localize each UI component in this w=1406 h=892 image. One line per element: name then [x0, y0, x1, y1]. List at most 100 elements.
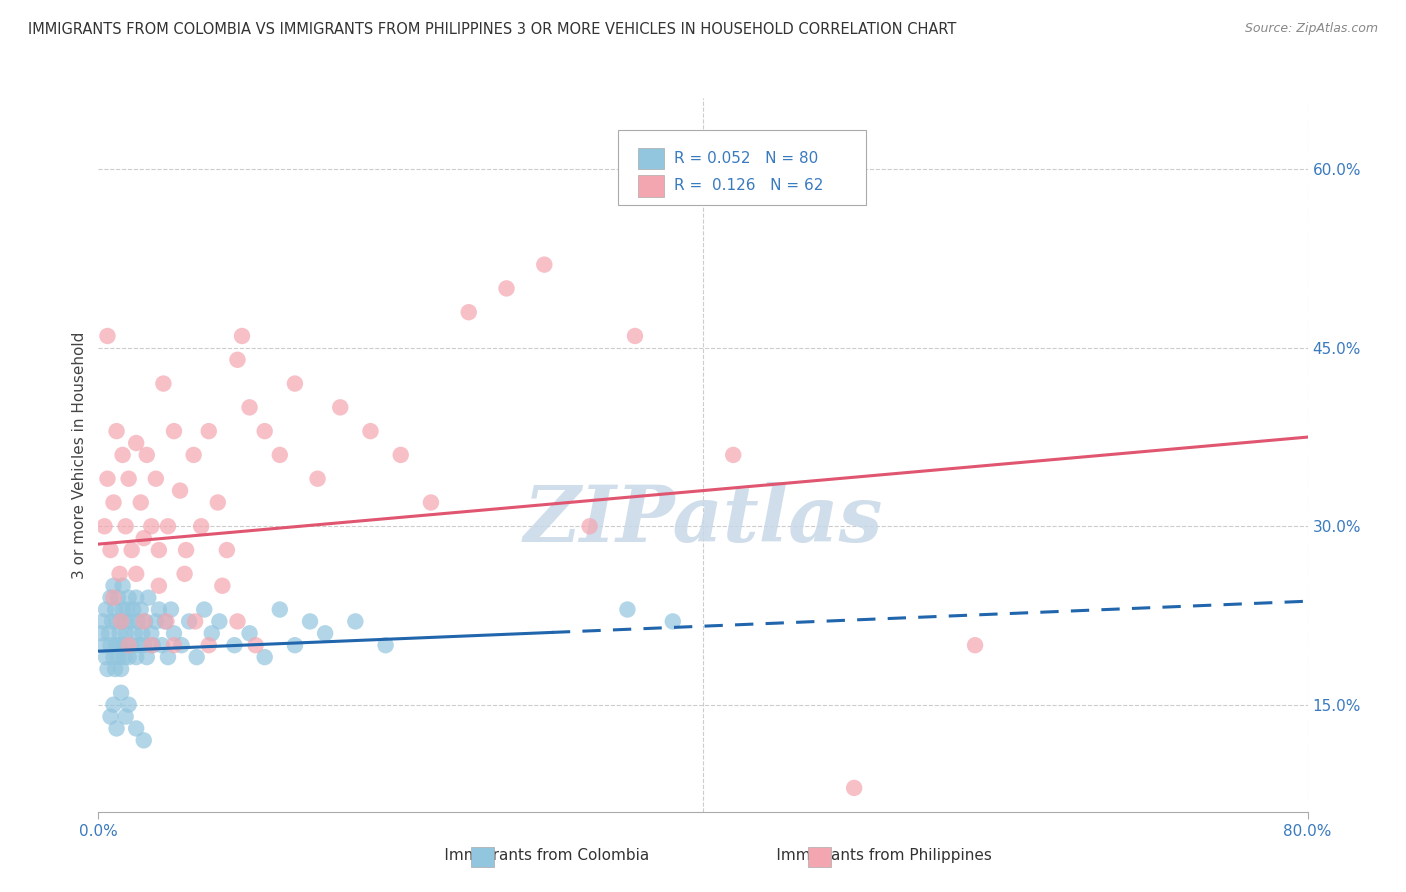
Point — [193, 602, 215, 616]
Point — [533, 258, 555, 272]
Point — [118, 698, 141, 712]
Point — [112, 638, 135, 652]
Point — [174, 543, 197, 558]
Point — [118, 650, 141, 665]
Point — [141, 626, 163, 640]
Point — [94, 602, 117, 616]
Point — [183, 448, 205, 462]
Point — [98, 626, 121, 640]
Point — [111, 448, 134, 462]
Point — [224, 638, 246, 652]
Point — [163, 638, 186, 652]
Point — [110, 615, 132, 629]
Point — [148, 579, 170, 593]
Point — [389, 448, 412, 462]
Point — [148, 602, 170, 616]
Point — [115, 638, 138, 652]
Point — [134, 615, 156, 629]
Point — [125, 566, 148, 581]
Point — [269, 448, 291, 462]
Point — [226, 352, 249, 367]
Point — [253, 650, 276, 665]
Point — [114, 615, 136, 629]
Point — [616, 602, 638, 616]
Point — [314, 626, 336, 640]
Point — [299, 615, 322, 629]
Point — [153, 615, 176, 629]
Point — [100, 709, 122, 723]
Point — [163, 626, 186, 640]
Point — [103, 650, 125, 665]
Point — [132, 615, 155, 629]
Point — [132, 638, 155, 652]
Point — [125, 591, 148, 605]
Point — [269, 602, 291, 616]
Bar — [638, 148, 664, 169]
Point — [107, 650, 129, 665]
Point — [163, 424, 186, 438]
Point — [239, 626, 262, 640]
Point — [108, 566, 131, 581]
Point — [103, 591, 125, 605]
Point — [105, 615, 128, 629]
Point — [90, 626, 112, 640]
Point — [420, 495, 443, 509]
Point — [118, 638, 141, 652]
Point — [112, 650, 135, 665]
Point — [108, 626, 131, 640]
Point — [723, 448, 745, 462]
Point — [208, 615, 231, 629]
Point — [107, 591, 129, 605]
Point — [284, 638, 307, 652]
Point — [100, 591, 122, 605]
Point — [122, 602, 145, 616]
Point — [110, 662, 132, 676]
Text: IMMIGRANTS FROM COLOMBIA VS IMMIGRANTS FROM PHILIPPINES 3 OR MORE VEHICLES IN HO: IMMIGRANTS FROM COLOMBIA VS IMMIGRANTS F… — [28, 22, 956, 37]
FancyBboxPatch shape — [619, 130, 866, 205]
Point — [121, 638, 143, 652]
Point — [374, 638, 396, 652]
Point — [125, 722, 148, 736]
Point — [96, 472, 118, 486]
Point — [152, 376, 174, 391]
Point — [96, 662, 118, 676]
Point — [307, 472, 329, 486]
Point — [329, 401, 352, 415]
Point — [105, 424, 128, 438]
Point — [103, 698, 125, 712]
Point — [284, 376, 307, 391]
Point — [142, 638, 165, 652]
Point — [101, 615, 124, 629]
Point — [160, 602, 183, 616]
Point — [103, 495, 125, 509]
Point — [231, 329, 253, 343]
Point — [104, 662, 127, 676]
Point — [344, 615, 367, 629]
Point — [100, 543, 122, 558]
Point — [150, 638, 173, 652]
Point — [156, 650, 179, 665]
Point — [121, 543, 143, 558]
Point — [129, 602, 152, 616]
Text: ZIPatlas: ZIPatlas — [523, 482, 883, 558]
Point — [118, 472, 141, 486]
Point — [96, 329, 118, 343]
Point — [170, 638, 193, 652]
Point — [844, 780, 866, 795]
Point — [148, 543, 170, 558]
Text: Source: ZipAtlas.com: Source: ZipAtlas.com — [1244, 22, 1378, 36]
Point — [965, 638, 987, 652]
Bar — [638, 175, 664, 196]
Point — [215, 543, 238, 558]
Point — [131, 626, 153, 640]
Point — [111, 579, 134, 593]
Point — [578, 519, 600, 533]
Point — [226, 615, 249, 629]
Point — [104, 602, 127, 616]
Point — [135, 650, 157, 665]
Point — [135, 448, 157, 462]
Point — [94, 650, 117, 665]
Point — [201, 626, 224, 640]
Point — [103, 579, 125, 593]
Point — [125, 650, 148, 665]
